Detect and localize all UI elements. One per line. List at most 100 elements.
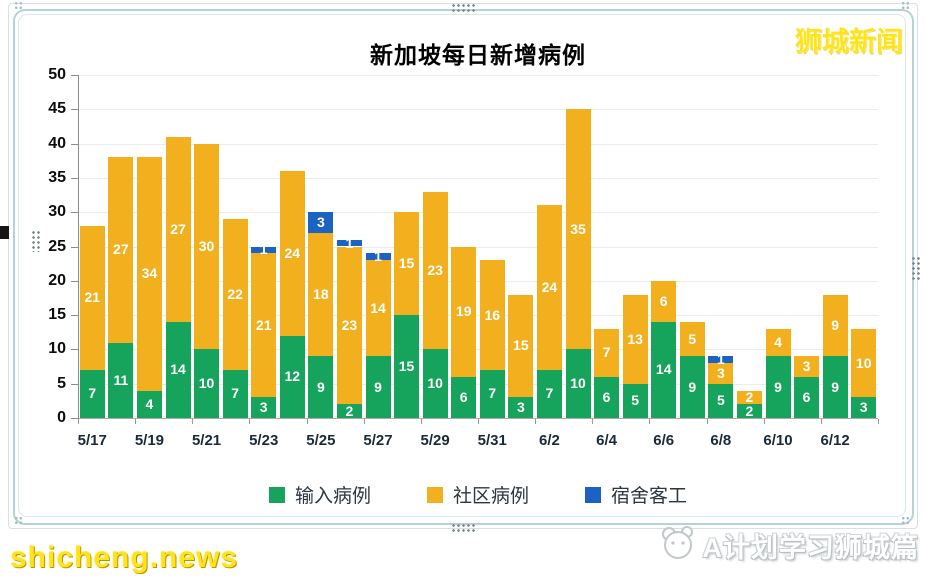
bar-value-label: 4: [774, 334, 782, 351]
x-axis-label: 5/25: [306, 432, 336, 449]
bar-value-label: 7: [545, 385, 554, 402]
y-axis-tick: [71, 109, 78, 111]
gridline: [78, 315, 878, 317]
bar-value-label: 1: [374, 248, 382, 265]
frame-corner-mark: [901, 516, 910, 525]
bar-segment: 5: [708, 383, 734, 418]
y-axis-label: 25: [48, 237, 66, 255]
bar-segment: 34: [136, 157, 162, 391]
y-axis-tick: [71, 212, 78, 214]
left-edge-cursor-handle[interactable]: [0, 226, 9, 239]
bar-value-label: 9: [374, 378, 382, 395]
bar-value-label: 7: [231, 385, 240, 402]
bar-segment: 27: [165, 136, 191, 322]
bar-segment: 7: [594, 328, 620, 377]
bar-segment: 1: [365, 249, 391, 264]
watermark-shicheng-news-cn: 狮城新闻: [795, 27, 903, 57]
x-axis-label: 6/12: [820, 432, 850, 449]
bar-value-label: 9: [688, 378, 697, 395]
x-axis-tick: [135, 419, 137, 424]
x-axis-tick: [249, 419, 251, 424]
bar-value-label: 15: [513, 337, 529, 354]
drag-handle-top[interactable]: [451, 3, 475, 13]
y-axis-label: 5: [57, 374, 66, 392]
watermark-a-plan-text: A计划学习狮城篇: [702, 533, 919, 563]
bar-segment: 16: [479, 260, 505, 370]
bar-value-label: 9: [831, 378, 840, 395]
bar-segment: 9: [765, 356, 791, 418]
y-axis-tick: [71, 383, 78, 385]
x-axis-tick: [306, 419, 308, 424]
legend-item-imported: 输入病例: [268, 481, 371, 508]
x-axis-tick: [649, 419, 651, 424]
bar-segment: 3: [794, 356, 820, 377]
legend-label-community: 社区病例: [452, 486, 529, 507]
x-axis-label: 6/8: [710, 432, 732, 449]
y-axis-label: 40: [48, 134, 66, 152]
gridline: [78, 246, 878, 248]
gridline: [78, 75, 878, 76]
gridline: [78, 383, 878, 385]
bar-segment: 12: [279, 335, 305, 418]
bar-segment: 7: [479, 369, 505, 418]
bar-segment: 9: [679, 356, 705, 418]
bar-value-label: 5: [688, 330, 697, 347]
image-inner-border: [18, 14, 906, 517]
frame-corner-mark: [14, 1, 23, 10]
legend-swatch-imported: [268, 486, 285, 503]
legend-item-community: 社区病例: [426, 481, 529, 508]
bar-segment: 10: [851, 328, 877, 398]
bar-segment: 11: [108, 342, 134, 418]
bar-value-label: 30: [198, 237, 215, 254]
bar-segment: 24: [536, 205, 562, 370]
drag-handle-bottom[interactable]: [451, 523, 475, 533]
bar-segment: 22: [222, 219, 248, 370]
bar-value-label: 3: [859, 399, 868, 416]
bar-value-label: 7: [88, 385, 97, 402]
bar-value-label: 12: [284, 368, 301, 385]
bar-segment: 7: [79, 369, 105, 418]
bar-segment: 3: [251, 397, 277, 418]
bar-value-label: 2: [345, 402, 354, 419]
bar-segment: 1: [336, 235, 362, 250]
x-axis-label: 5/19: [134, 432, 165, 449]
bar-segment: 14: [651, 321, 677, 418]
bar-value-label: 14: [170, 361, 186, 378]
bar-segment: 24: [279, 171, 305, 336]
gridline: [78, 109, 878, 111]
drag-handle-right[interactable]: [911, 256, 921, 282]
bar-segment: 15: [394, 212, 420, 316]
bar-segment: 7: [536, 369, 562, 418]
bar-segment: 18: [308, 232, 334, 357]
bar-value-label: 21: [84, 289, 101, 306]
x-axis-label: 5/29: [420, 432, 450, 449]
bar-value-label: 5: [631, 392, 640, 409]
chart-legend: 输入病例 社区病例 宿舍客工: [78, 481, 878, 508]
legend-label-dormitory: 宿舍客工: [611, 486, 688, 507]
x-axis-label: 5/31: [477, 432, 507, 449]
bar-segment: 6: [451, 376, 477, 418]
x-axis-tick: [192, 419, 194, 424]
bar-value-label: 3: [516, 399, 525, 416]
bar-value-label: 18: [313, 286, 329, 302]
bar-segment: 14: [165, 321, 191, 418]
legend-swatch-community: [426, 486, 443, 503]
bar-value-label: 4: [145, 395, 154, 412]
bar-value-label: 9: [774, 378, 782, 395]
x-axis-tick: [420, 419, 422, 424]
legend-item-dormitory: 宿舍客工: [585, 481, 687, 508]
bar-segment: 6: [794, 376, 820, 418]
bar-value-label: 1: [259, 241, 268, 258]
y-axis-tick: [71, 418, 78, 419]
gridline: [78, 212, 878, 214]
y-axis-label: 0: [57, 409, 66, 426]
bar-value-label: 24: [284, 244, 301, 261]
bar-segment: 30: [194, 143, 220, 350]
bar-value-label: 10: [855, 354, 872, 371]
x-axis-tick: [478, 419, 479, 424]
bar-value-label: 2: [745, 388, 754, 405]
drag-handle-left[interactable]: [31, 230, 41, 252]
bar-value-label: 27: [113, 241, 129, 258]
bar-value-label: 10: [570, 375, 586, 392]
